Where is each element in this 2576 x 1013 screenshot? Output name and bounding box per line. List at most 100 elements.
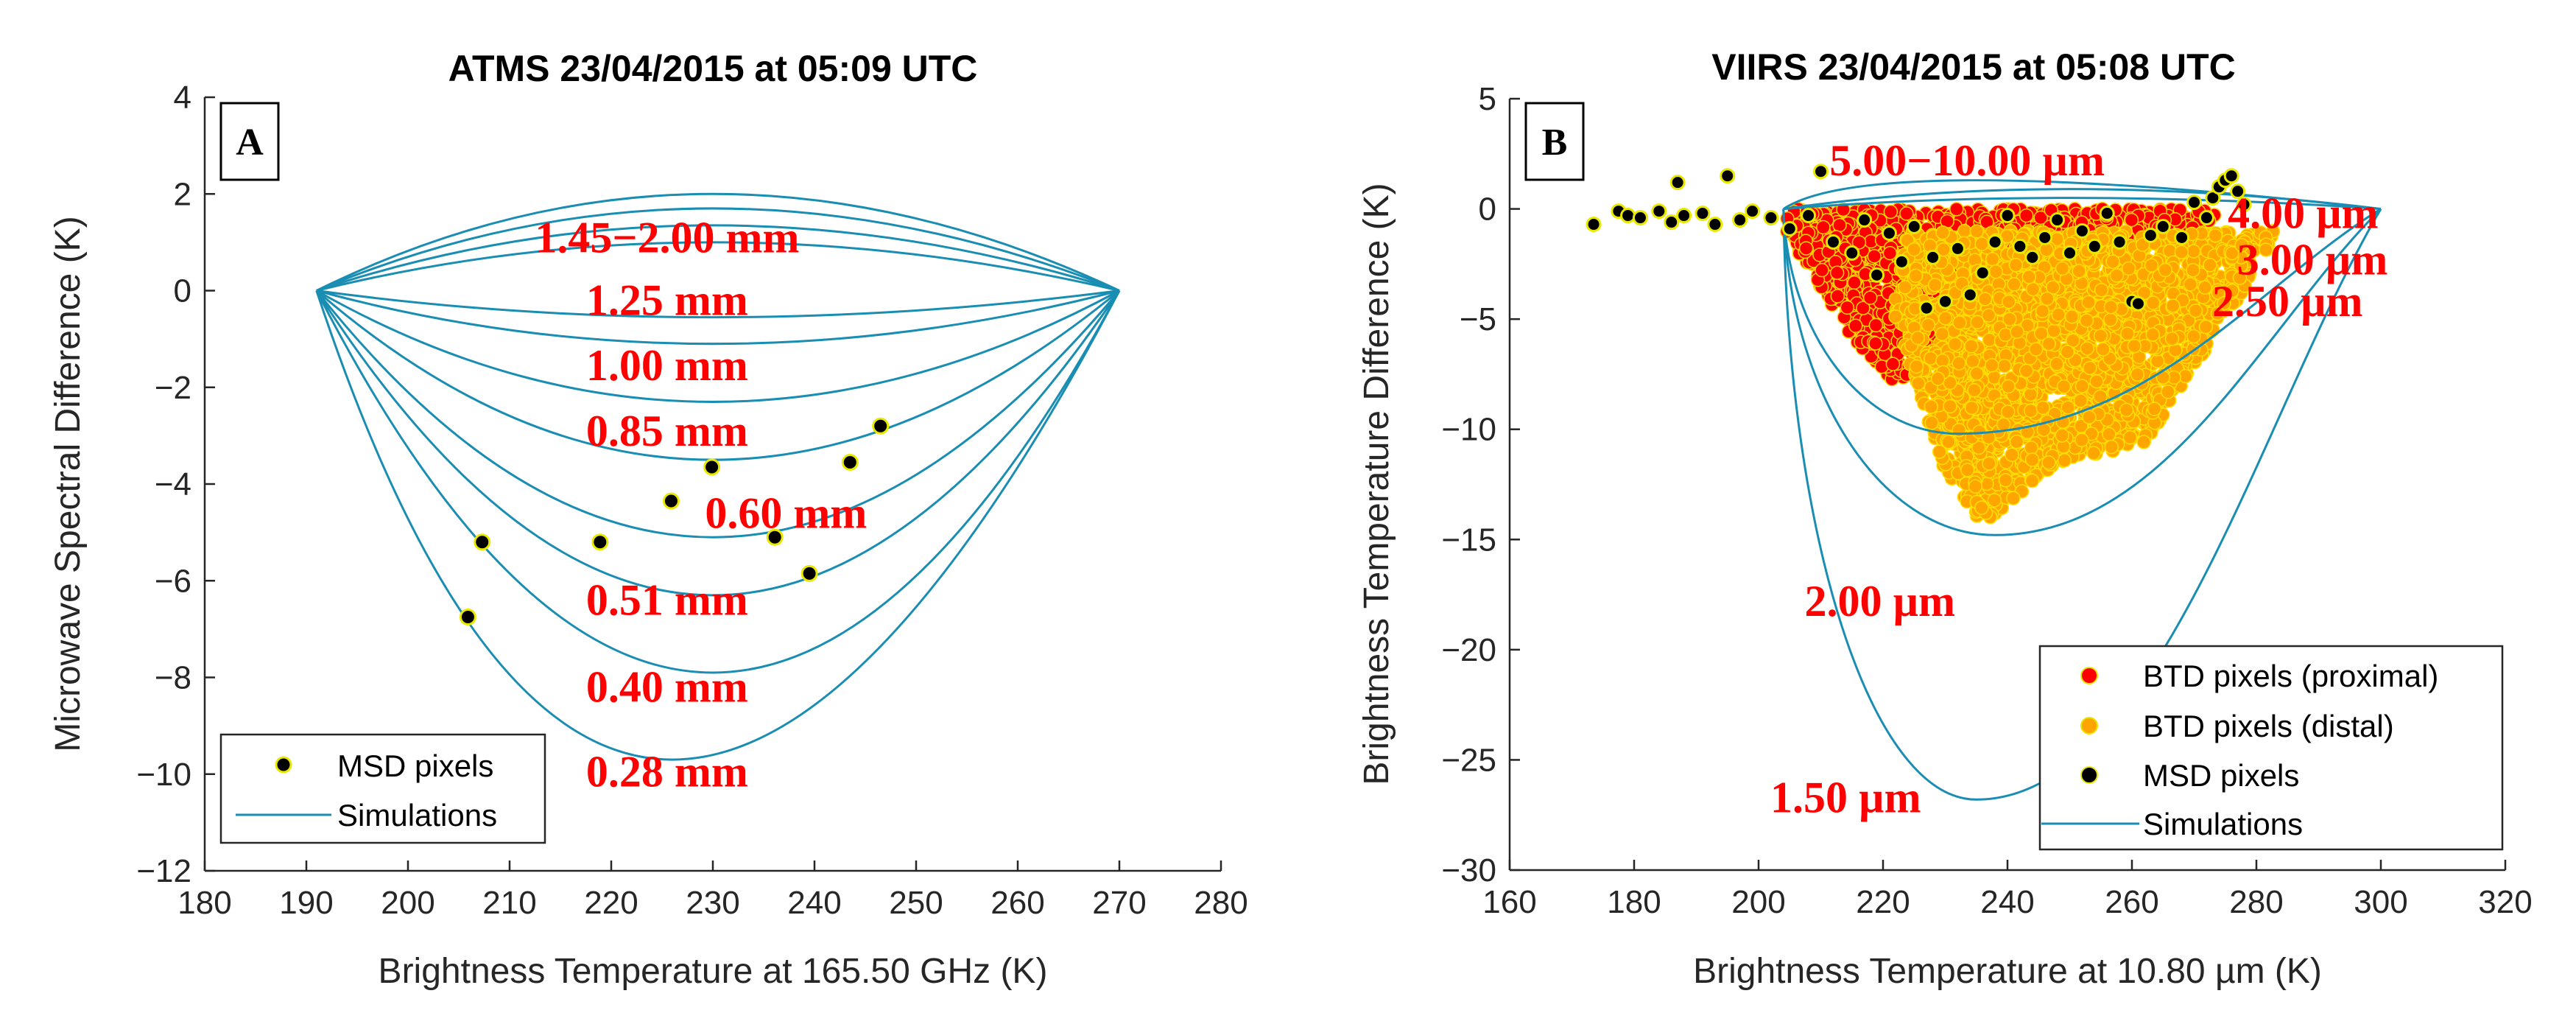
btd-distal-point [1938, 311, 1953, 326]
btd-distal-point [2165, 298, 2181, 313]
b-msd-point [1707, 217, 1723, 233]
b-ytick-label: −30 [1441, 852, 1496, 888]
legend-simulations-label-b: Simulations [2143, 807, 2303, 841]
btd-distal-point [2010, 324, 2024, 339]
b-msd-point [1664, 214, 1680, 231]
btd-proximal-point [1882, 245, 1898, 261]
b-msd-point [1987, 234, 2003, 250]
btd-distal-point [2019, 363, 2034, 379]
btd-distal-point [2198, 319, 2214, 334]
btd-distal-point [2072, 264, 2086, 278]
a-xtick-label: 210 [482, 885, 536, 921]
legend-msd-marker-b [2080, 766, 2098, 784]
btd-distal-point [2105, 254, 2120, 269]
b-msd-point [2142, 227, 2158, 243]
b-msd-point [2012, 238, 2028, 254]
btd-proximal-point [1885, 357, 1901, 371]
b-xtick-label: 300 [2354, 884, 2407, 920]
btd-distal-point [2161, 385, 2175, 399]
btd-distal-point [2103, 300, 2119, 315]
panel-a-x-label: Brightness Temperature at 165.50 GHz (K) [379, 952, 1048, 991]
btd-proximal-point [1868, 336, 1883, 351]
btd-distal-point [2121, 261, 2136, 276]
btd-proximal-point [1840, 300, 1855, 315]
panel-a-legend: MSD pixels Simulations [219, 733, 546, 844]
btd-distal-point [2130, 367, 2145, 382]
btd-distal-point [2074, 432, 2089, 448]
btd-distal-point [2002, 312, 2017, 326]
btd-distal-point [2109, 268, 2125, 283]
b-msd-point [1651, 203, 1667, 220]
btd-distal-point [1924, 399, 1939, 414]
btd-distal-point [1974, 500, 1989, 515]
btd-distal-point [2023, 403, 2038, 418]
btd-distal-point [1923, 351, 1938, 366]
a-msd-point [591, 533, 609, 551]
btd-distal-point [2096, 342, 2111, 357]
btd-distal-point [1952, 356, 1966, 371]
b-msd-point [1781, 220, 1798, 236]
b-xtick-label: 200 [1731, 884, 1785, 920]
a-xtick-label: 230 [686, 885, 739, 921]
legend-distal-label: BTD pixels (distal) [2143, 709, 2394, 743]
a-msd-point [841, 453, 859, 471]
btd-distal-point [1977, 292, 1993, 306]
btd-proximal-point [1829, 265, 1845, 280]
btd-distal-point [2041, 337, 2057, 351]
a-ytick-label: 0 [174, 273, 191, 309]
panel-a-letter: A [236, 122, 264, 164]
legend-distal-marker [2080, 717, 2098, 735]
btd-distal-point [1952, 315, 1967, 330]
btd-distal-point [2008, 258, 2024, 273]
btd-distal-point [2186, 262, 2200, 278]
a-ytick-label: −10 [136, 757, 191, 793]
btd-distal-point [2009, 434, 2024, 449]
btd-proximal-point [1856, 301, 1871, 315]
btd-distal-point [2081, 295, 2096, 310]
b-msd-point [1893, 253, 1910, 270]
btd-proximal-point [2033, 210, 2048, 225]
btd-distal-point [2102, 427, 2116, 442]
panel-b-y-label: Brightness Temperature Difference (K) [1357, 183, 1396, 785]
a-xtick-label: 280 [1194, 885, 1247, 921]
b-msd-point [2049, 212, 2066, 228]
simulation-curve-a [316, 224, 1120, 292]
a-xtick-label: 190 [279, 885, 333, 921]
b-msd-point [1695, 206, 1711, 222]
panel-a-simulations [315, 192, 1121, 761]
simulation-curve-a [316, 290, 1120, 346]
btd-distal-point [1998, 473, 2013, 488]
btd-distal-point [2122, 430, 2138, 445]
b-msd-point [1801, 208, 1817, 224]
a-msd-point [703, 458, 721, 476]
btd-distal-point [1987, 493, 2002, 508]
panel-b-title: VIIRS 23/04/2015 at 05:08 UTC [1711, 46, 2236, 88]
b-msd-point [1938, 293, 1953, 309]
btd-distal-point [2186, 329, 2201, 344]
btd-distal-point [2035, 304, 2050, 319]
btd-distal-point [2150, 354, 2165, 368]
btd-proximal-point [2019, 208, 2034, 223]
btd-distal-point [1969, 224, 1985, 239]
b-msd-point [1949, 240, 1966, 256]
b-msd-point [1676, 208, 1692, 224]
a-msd-point [766, 528, 784, 546]
b-msd-point [1669, 175, 1686, 191]
simulation-curve-a [316, 207, 1120, 292]
btd-distal-point [1948, 337, 1963, 351]
b-ytick-label: −15 [1441, 522, 1496, 558]
btd-distal-point [2104, 439, 2119, 455]
btd-distal-point [2119, 402, 2134, 418]
simulation-curve-a [316, 241, 1120, 292]
b-msd-point [1857, 212, 1873, 228]
btd-distal-point [2158, 262, 2173, 278]
btd-distal-point [2120, 326, 2135, 341]
b-xtick-label: 320 [2478, 884, 2532, 920]
panel-b-legend: BTD pixels (proximal) BTD pixels (distal… [2038, 645, 2504, 851]
btd-distal-point [2000, 404, 2016, 419]
btd-distal-point [1924, 416, 1939, 430]
btd-distal-point [2001, 379, 2016, 394]
btd-distal-point [2089, 374, 2104, 389]
btd-distal-point [2056, 379, 2072, 394]
btd-distal-point [2136, 435, 2151, 449]
